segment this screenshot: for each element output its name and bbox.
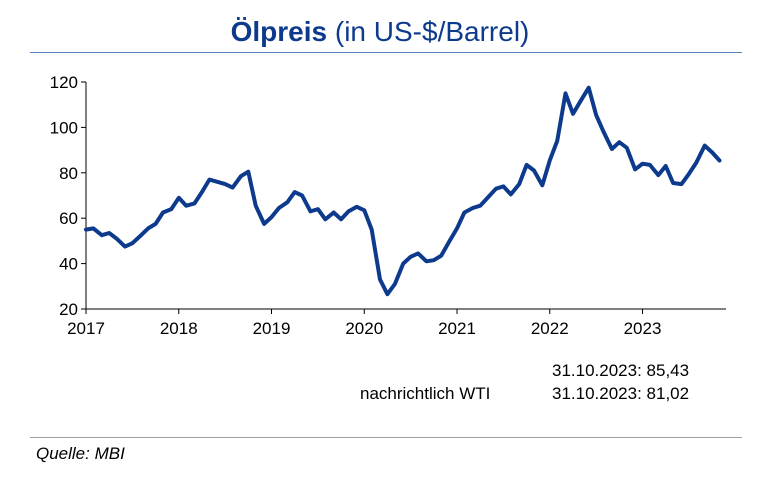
y-tick-label: 60 (59, 209, 78, 228)
x-tick-label: 2020 (345, 319, 383, 338)
footer-divider (30, 437, 742, 438)
x-tick-label: 2019 (253, 319, 291, 338)
x-tick-label: 2022 (531, 319, 569, 338)
brent-price-note: 31.10.2023: 85,43 (552, 361, 690, 380)
wti-label: nachrichtlich WTI (360, 384, 491, 403)
y-tick-label: 100 (50, 118, 78, 137)
series-line (84, 85, 722, 297)
chart-title: Ölpreis (in US-$/Barrel) (0, 16, 760, 48)
chart-series (84, 85, 722, 297)
chart-title-unit: (in US-$/Barrel) (334, 16, 530, 47)
y-tick-label: 20 (59, 300, 78, 319)
chart-axes (85, 82, 726, 310)
x-tick-label: 2021 (438, 319, 476, 338)
chart-ticks: 20 40 60 80 100 120 2017 2018 2019 2020 2021 2022 20… (50, 73, 662, 338)
chart-title-bold: Ölpreis (230, 16, 328, 47)
wti-price-note: 31.10.2023: 81,02 (552, 384, 690, 403)
y-tick-label: 80 (59, 164, 78, 183)
x-tick-label: 2023 (624, 319, 662, 338)
source-note: Quelle: MBI (36, 444, 125, 463)
title-divider (30, 52, 742, 53)
x-tick-label: 2018 (160, 319, 198, 338)
x-tick-label: 2017 (67, 319, 105, 338)
y-tick-label: 120 (50, 73, 78, 92)
y-tick-label: 40 (59, 255, 78, 274)
